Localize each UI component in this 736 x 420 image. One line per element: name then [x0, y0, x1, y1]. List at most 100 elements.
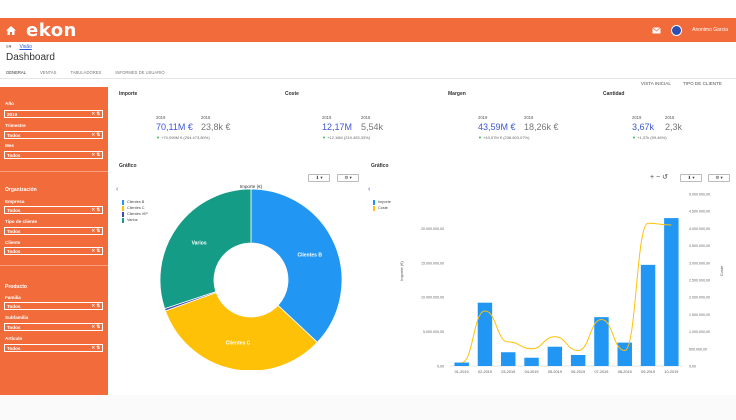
- filter-select-articulo[interactable]: Todos ✕ ⇅: [4, 344, 103, 352]
- org-section-title: Organización: [5, 187, 37, 193]
- y-tick-right: 3.500.000,00: [689, 244, 710, 248]
- pie-slice-label: Varios: [192, 241, 207, 247]
- y-tick-left: 20.000.000,00: [421, 227, 444, 231]
- filter-label-ano: Año: [5, 101, 14, 106]
- filter-select-ano[interactable]: 2019 ✕ ⇅: [4, 110, 103, 118]
- view-inicial-link[interactable]: VISTA INICIAL: [640, 81, 671, 86]
- x-tick: 03-2019: [501, 370, 515, 374]
- x-tick: 02-2019: [478, 370, 492, 374]
- legend-item[interactable]: Importe: [378, 200, 391, 204]
- clear-sort-icon[interactable]: ✕ ⇅: [91, 248, 100, 253]
- kpi-year-previous: 2018: [201, 115, 211, 120]
- legend-item[interactable]: Clientes C: [127, 206, 145, 210]
- filter-select-subfamilia[interactable]: Todos ✕ ⇅: [4, 323, 103, 331]
- legend-item[interactable]: Varios: [127, 218, 138, 222]
- bar[interactable]: [524, 357, 539, 366]
- legend-item[interactable]: Coste: [378, 206, 388, 210]
- bar[interactable]: [454, 362, 469, 366]
- kpi-delta: ▼ +1,37k (59,46%): [632, 135, 667, 140]
- clear-sort-icon[interactable]: ✕ ⇅: [91, 345, 100, 350]
- y-tick-right: 3.000.000,00: [689, 261, 710, 265]
- chart-config-button[interactable]: ⚙ ▾: [708, 174, 730, 182]
- filter-label-articulo: Artículo: [5, 336, 23, 341]
- filter-select-tipo-cliente[interactable]: Todos ✕ ⇅: [4, 227, 103, 235]
- filter-select-trimestre[interactable]: Todos ✕ ⇅: [4, 131, 103, 139]
- kpi-value-previous: 5,54k: [361, 122, 384, 132]
- user-name[interactable]: Anonimo Garcia: [692, 27, 728, 33]
- bar[interactable]: [477, 302, 493, 366]
- bar[interactable]: [617, 342, 632, 366]
- breadcrumb-link[interactable]: Visão: [19, 44, 32, 50]
- tab-ventas[interactable]: VENTAS: [40, 70, 57, 75]
- clear-sort-icon[interactable]: ✕ ⇅: [91, 228, 100, 233]
- line-series-coste[interactable]: [461, 222, 672, 364]
- footer-area: [0, 395, 736, 420]
- kpi-value-current: 70,11M €: [156, 122, 193, 132]
- view-tipo-cliente-link[interactable]: TIPO DE CLIENTE: [682, 81, 722, 86]
- zoom-controls[interactable]: + − ↺: [650, 174, 668, 181]
- x-tick: 01-2019: [455, 370, 469, 374]
- y-tick-right: 5.000.000,00: [689, 193, 710, 197]
- kpi-value-previous: 23,8k €: [201, 122, 231, 132]
- donut-chart: Importe (€) Clientes B Clientes C Varios: [159, 184, 343, 370]
- y-tick-right: 4.000.000,00: [689, 227, 710, 231]
- kpi-value-current: 43,59M €: [478, 122, 516, 132]
- kpi-delta: ▼ +43,57M € (238.603,07%): [478, 135, 530, 140]
- kpi-value-current: 3,67k: [632, 122, 655, 132]
- filter-sidebar: Año 2019 ✕ ⇅ Trimestre Todos ✕ ⇅ Mes Todos…: [0, 87, 108, 395]
- prev-arrow-icon[interactable]: ‹: [368, 186, 371, 193]
- kpi-value-previous: 18,26k €: [524, 122, 559, 132]
- y-tick-right: 500.000,00: [689, 347, 707, 351]
- clear-sort-icon[interactable]: ✕ ⇅: [91, 111, 100, 116]
- x-tick: 10-2019: [664, 370, 678, 374]
- tab-informes[interactable]: INFORMES DE USUARIO: [115, 70, 165, 75]
- y-tick-right: 0,00: [689, 365, 696, 369]
- pie-slice-label: Clientes B: [298, 253, 323, 259]
- pie-slice[interactable]: [250, 188, 343, 343]
- pie-slice[interactable]: [164, 292, 318, 370]
- bar[interactable]: [501, 352, 516, 366]
- filter-label-cliente: Cliente: [5, 240, 21, 245]
- x-tick: 04-2019: [525, 370, 539, 374]
- kpi-delta: ▼ +12,16M (219.453,33%): [322, 135, 371, 140]
- user-avatar[interactable]: [671, 24, 683, 36]
- filter-select-familia[interactable]: Todos ✕ ⇅: [4, 302, 103, 310]
- legend-item[interactable]: Clientes VIP: [127, 212, 148, 216]
- chart-config-button[interactable]: ⚙ ▾: [337, 174, 359, 182]
- filter-select-cliente[interactable]: Todos ✕ ⇅: [4, 247, 103, 255]
- filter-select-mes[interactable]: Todos ✕ ⇅: [4, 151, 103, 159]
- pie-title: Importe (€): [240, 184, 263, 189]
- kpi-value-current: 12,17M: [322, 122, 353, 132]
- filter-select-empresa[interactable]: Todos ✕ ⇅: [4, 206, 103, 214]
- x-tick: 06-2019: [571, 370, 585, 374]
- bar[interactable]: [594, 317, 609, 366]
- download-button[interactable]: ⬇ ▾: [308, 174, 330, 182]
- bar[interactable]: [570, 354, 586, 366]
- clear-sort-icon[interactable]: ✕ ⇅: [91, 132, 100, 137]
- clear-sort-icon[interactable]: ✕ ⇅: [91, 303, 100, 308]
- filter-label-familia: Familia: [5, 295, 21, 300]
- download-button[interactable]: ⬇ ▾: [680, 174, 702, 182]
- pie-slice[interactable]: [159, 188, 252, 310]
- kpi-value-previous: 2,3k: [665, 122, 683, 132]
- home-icon[interactable]: [2, 18, 20, 42]
- kpi-title: Cantidad: [603, 91, 625, 97]
- bar[interactable]: [664, 218, 679, 366]
- y-axis-left-label: Importe (€): [399, 261, 404, 281]
- filter-label-empresa: Empresa: [5, 199, 25, 204]
- filter-label-subfamilia: Subfamilia: [5, 315, 29, 320]
- pie-slice-label: Clientes C: [226, 341, 251, 347]
- bar[interactable]: [640, 264, 656, 366]
- app-logo[interactable]: ekon: [26, 19, 77, 41]
- clear-sort-icon[interactable]: ✕ ⇅: [91, 152, 100, 157]
- y-tick-left: 5.000.000,00: [423, 330, 444, 334]
- clear-sort-icon[interactable]: ✕ ⇅: [91, 207, 100, 212]
- mail-icon[interactable]: [652, 21, 661, 39]
- tab-tabuladores[interactable]: TABULADORES: [70, 70, 102, 75]
- legend-item[interactable]: Clientes B: [127, 200, 145, 204]
- clear-sort-icon[interactable]: ✕ ⇅: [91, 324, 100, 329]
- menu-icon[interactable]: ≡▾: [6, 44, 12, 50]
- prev-arrow-icon[interactable]: ‹: [116, 186, 119, 193]
- bar[interactable]: [547, 346, 563, 366]
